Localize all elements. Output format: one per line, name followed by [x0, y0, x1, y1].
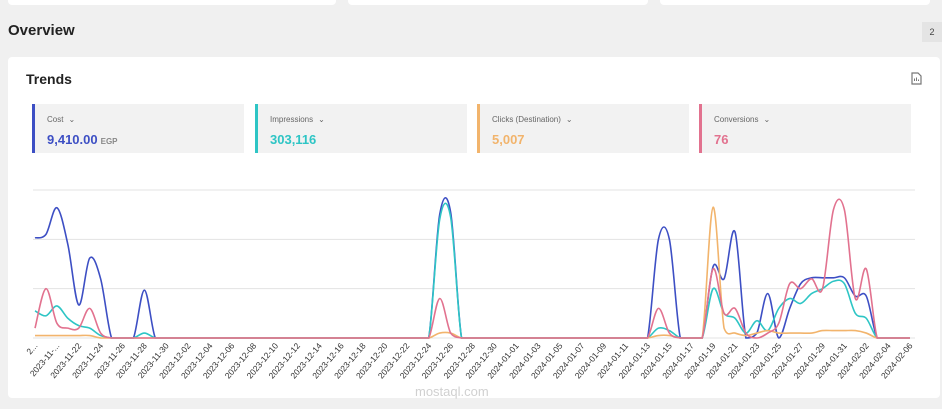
metric-label-text: Clicks (Destination) [492, 115, 561, 124]
metric-label: Impressions ⌄ [270, 114, 467, 125]
dropdown-caret: ⌄ [763, 115, 771, 124]
metric-card[interactable]: Clicks (Destination) ⌄ 5,007 [477, 104, 689, 153]
metric-value-text: 303,116 [270, 132, 317, 147]
series-line [34, 202, 910, 339]
dropdown-caret: ⌄ [68, 115, 76, 124]
metric-label-text: Cost [47, 115, 64, 124]
trends-panel: Trends Cost ⌄ 9,410.00 EGP Impressions ⌄ 303,1… [8, 57, 940, 398]
metric-card[interactable]: Cost ⌄ 9,410.00 EGP [32, 104, 244, 153]
x-tick-label: 2... [24, 341, 39, 356]
metric-value: 76 [714, 132, 911, 147]
metric-label: Conversions ⌄ [714, 114, 911, 125]
metric-label: Cost ⌄ [47, 114, 244, 125]
metric-value: 5,007 [492, 132, 689, 147]
metric-label-text: Conversions [714, 115, 759, 124]
dropdown-caret: ⌄ [565, 115, 573, 124]
watermark: mostaql.com [415, 384, 489, 399]
metric-value-text: 9,410.00 [47, 132, 98, 147]
metric-unit: EGP [100, 137, 118, 146]
panel-title: Trends [26, 71, 72, 87]
section-title: Overview [8, 22, 75, 39]
dropdown-caret: ⌄ [318, 115, 325, 124]
metric-card[interactable]: Conversions ⌄ 76 [699, 104, 911, 153]
metric-value-text: 5,007 [492, 132, 525, 147]
metric-card[interactable]: Impressions ⌄ 303,116 [255, 104, 467, 153]
series-line [34, 197, 910, 339]
button[interactable]: 2 [922, 22, 942, 42]
series-line [34, 198, 910, 339]
card-edge [660, 0, 930, 5]
card-edge [8, 0, 336, 5]
series-line [35, 206, 910, 339]
metric-label-text: Impressions [270, 115, 314, 124]
metric-value: 303,116 [270, 132, 467, 147]
metric-value-text: 76 [714, 132, 729, 147]
metric-value: 9,410.00 EGP [47, 132, 244, 147]
metric-label: Clicks (Destination) ⌄ [492, 114, 689, 125]
export-icon[interactable] [910, 72, 922, 85]
card-edge [348, 0, 648, 5]
